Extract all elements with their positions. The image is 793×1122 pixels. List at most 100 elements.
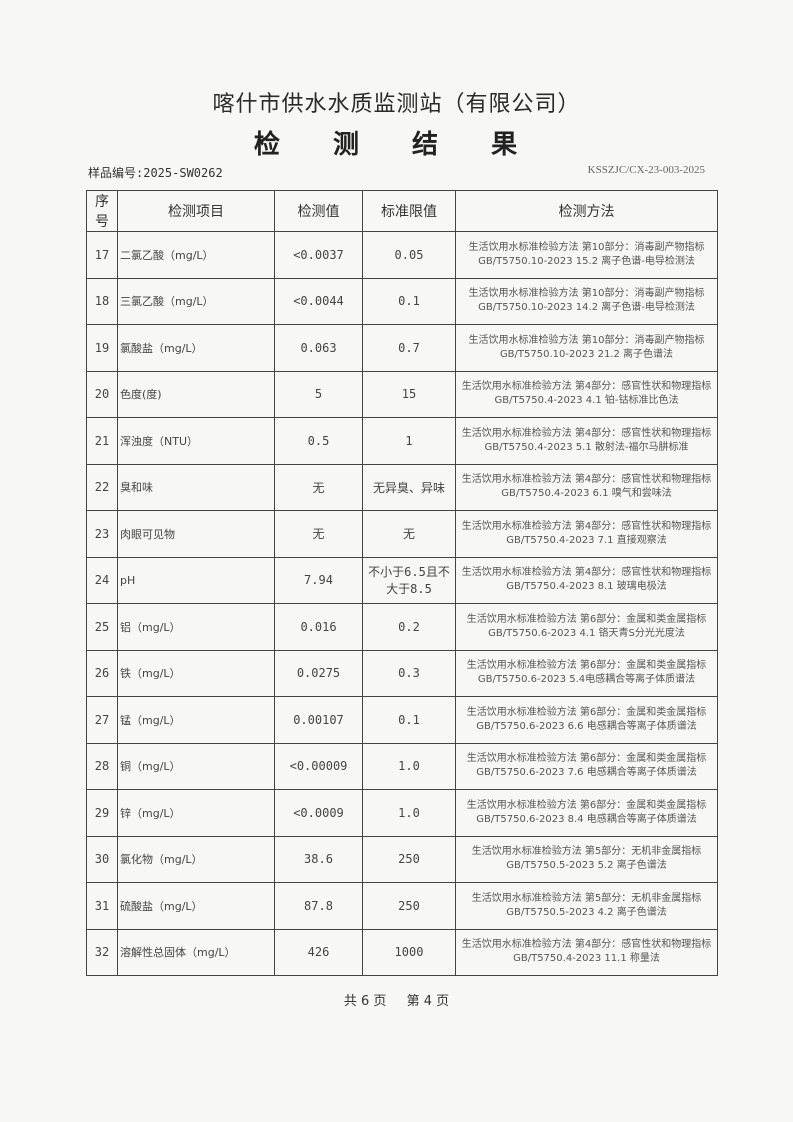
cell-method: 生活饮用水标准检验方法 第6部分：金属和类金属指标 GB/T5750.6-202… (455, 742, 718, 790)
table-row: 29 锌（mg/L） <0.0009 1.0 生活饮用水标准检验方法 第6部分：金属和类… (86, 789, 718, 837)
column-header-value: 检测值 (274, 190, 363, 232)
cell-no: 21 (86, 417, 118, 465)
cell-no: 22 (86, 463, 118, 511)
cell-no: 27 (86, 696, 118, 744)
cell-item: 二氯乙酸（mg/L） (117, 231, 275, 279)
organization-name: 喀什市供水水质监测站（有限公司） (212, 92, 581, 117)
cell-item: 肉眼可见物 (117, 510, 275, 558)
table-row: 30 氯化物（mg/L） 38.6 250 生活饮用水标准检验方法 第5部分：无机非金属… (86, 835, 718, 883)
cell-item: 氯化物（mg/L） (117, 835, 275, 883)
cell-value: <0.00009 (274, 742, 363, 790)
page-footer: 共 6 页 第 4 页 (0, 990, 793, 1009)
table-row: 27 锰（mg/L） 0.00107 0.1 生活饮用水标准检验方法 第6部分：金属和类… (86, 696, 718, 744)
column-header-method: 检测方法 (455, 190, 718, 232)
cell-no: 20 (86, 370, 118, 418)
table-row: 26 铁（mg/L） 0.0275 0.3 生活饮用水标准检验方法 第6部分：金属和类金… (86, 649, 718, 697)
total-pages: 共 6 页 (343, 994, 387, 1009)
document-code: KSSZJC/CX-23-003-2025 (587, 164, 705, 176)
column-header-limit: 标准限值 (362, 190, 456, 232)
cell-method: 生活饮用水标准检验方法 第4部分：感官性状和物理指标 GB/T5750.4-20… (455, 510, 718, 558)
cell-limit: 0.2 (362, 603, 456, 651)
table-row: 20 色度(度) 5 15 生活饮用水标准检验方法 第4部分：感官性状和物理指标 GB/… (86, 370, 718, 418)
cell-method: 生活饮用水标准检验方法 第4部分：感官性状和物理指标 GB/T5750.4-20… (455, 556, 718, 604)
cell-no: 18 (86, 277, 118, 325)
cell-value: 无 (274, 463, 363, 511)
cell-item: 锌（mg/L） (117, 789, 275, 837)
table-row: 22 臭和味无无异臭、异味 生活饮用水标准检验方法 第4部分：感官性状和物理指标 G… (86, 463, 718, 511)
cell-method: 生活饮用水标准检验方法 第4部分：感官性状和物理指标 GB/T5750.4-20… (455, 463, 718, 511)
table-row: 21 浑浊度（NTU） 0.5 1 生活饮用水标准检验方法 第4部分：感官性状和物理指标… (86, 417, 718, 465)
cell-value: <0.0037 (274, 231, 363, 279)
current-page: 第 4 页 (406, 994, 450, 1009)
cell-limit: 不小于6.5且不大于8.5 (362, 556, 456, 604)
cell-value: 0.5 (274, 417, 363, 465)
cell-limit: 250 (362, 882, 456, 930)
cell-method: 生活饮用水标准检验方法 第6部分：金属和类金属指标 GB/T5750.6-202… (455, 789, 718, 837)
cell-value: 0.00107 (274, 696, 363, 744)
cell-item: 三氯乙酸（mg/L） (117, 277, 275, 325)
cell-limit: 250 (362, 835, 456, 883)
cell-method: 生活饮用水标准检验方法 第5部分：无机非金属指标 GB/T5750.5-2023… (455, 835, 718, 883)
cell-item: 浑浊度（NTU） (117, 417, 275, 465)
cell-limit: 1 (362, 417, 456, 465)
cell-item: 铝（mg/L） (117, 603, 275, 651)
cell-value: 0.063 (274, 324, 363, 372)
page-title: 检 测 结 果 (253, 130, 540, 160)
cell-value: 无 (274, 510, 363, 558)
cell-item: 色度(度) (117, 370, 275, 418)
cell-item: 氯酸盐（mg/L） (117, 324, 275, 372)
table-row: 23 肉眼可见物无无生活饮用水标准检验方法 第4部分：感官性状和物理指标 GB/T… (86, 510, 718, 558)
table-row: 24 pH 7.94 不小于6.5且不大于8.5 生活饮用水标准检验方法 第4部分：感官… (86, 556, 718, 604)
table-header-row: 序号 检测项目 检测值 标准限值 检测方法 (86, 190, 718, 232)
cell-method: 生活饮用水标准检验方法 第10部分：消毒副产物指标 GB/T5750.10-20… (455, 231, 718, 279)
cell-value: 5 (274, 370, 363, 418)
cell-item: 臭和味 (117, 463, 275, 511)
cell-no: 26 (86, 649, 118, 697)
table-row: 18 三氯乙酸（mg/L） <0.0044 0.1 生活饮用水标准检验方法 第10部分：… (86, 277, 718, 325)
cell-value: 7.94 (274, 556, 363, 604)
cell-no: 19 (86, 324, 118, 372)
cell-limit: 无异臭、异味 (362, 463, 456, 511)
cell-limit: 无 (362, 510, 456, 558)
cell-no: 23 (86, 510, 118, 558)
cell-method: 生活饮用水标准检验方法 第4部分：感官性状和物理指标 GB/T5750.4-20… (455, 417, 718, 465)
cell-no: 30 (86, 835, 118, 883)
cell-limit: 15 (362, 370, 456, 418)
cell-item: 锰（mg/L） (117, 696, 275, 744)
cell-item: 铜（mg/L） (117, 742, 275, 790)
cell-no: 17 (86, 231, 118, 279)
cell-value: 0.0275 (274, 649, 363, 697)
cell-limit: 1000 (362, 928, 456, 976)
cell-value: <0.0009 (274, 789, 363, 837)
cell-method: 生活饮用水标准检验方法 第5部分：无机非金属指标 GB/T5750.5-2023… (455, 882, 718, 930)
table-row: 17 二氯乙酸（mg/L） <0.0037 0.05 生活饮用水标准检验方法 第10部分… (86, 231, 718, 279)
column-header-item: 检测项目 (117, 190, 275, 232)
cell-limit: 0.05 (362, 231, 456, 279)
cell-value: <0.0044 (274, 277, 363, 325)
cell-item: pH (117, 556, 275, 604)
sample-number: 样品编号:2025-SW0262 (88, 166, 223, 180)
cell-limit: 1.0 (362, 789, 456, 837)
cell-limit: 0.3 (362, 649, 456, 697)
cell-limit: 0.7 (362, 324, 456, 372)
cell-limit: 0.1 (362, 696, 456, 744)
cell-item: 溶解性总固体（mg/L） (117, 928, 275, 976)
cell-value: 87.8 (274, 882, 363, 930)
cell-value: 426 (274, 928, 363, 976)
cell-limit: 1.0 (362, 742, 456, 790)
cell-method: 生活饮用水标准检验方法 第10部分：消毒副产物指标 GB/T5750.10-20… (455, 324, 718, 372)
cell-no: 24 (86, 556, 118, 604)
cell-no: 29 (86, 789, 118, 837)
cell-value: 38.6 (274, 835, 363, 883)
results-table: 序号 检测项目 检测值 标准限值 检测方法 17 二氯乙酸（mg/L） <0.003… (86, 190, 718, 976)
cell-item: 硫酸盐（mg/L） (117, 882, 275, 930)
cell-method: 生活饮用水标准检验方法 第6部分：金属和类金属指标 GB/T5750.6-202… (455, 603, 718, 651)
cell-value: 0.016 (274, 603, 363, 651)
cell-no: 32 (86, 928, 118, 976)
cell-method: 生活饮用水标准检验方法 第4部分：感官性状和物理指标 GB/T5750.4-20… (455, 928, 718, 976)
cell-no: 31 (86, 882, 118, 930)
table-row: 25 铝（mg/L） 0.016 0.2 生活饮用水标准检验方法 第6部分：金属和类金属… (86, 603, 718, 651)
table-row: 32 溶解性总固体（mg/L） 426 1000 生活饮用水标准检验方法 第4部分：感官… (86, 928, 718, 976)
cell-method: 生活饮用水标准检验方法 第6部分：金属和类金属指标 GB/T5750.6-202… (455, 649, 718, 697)
